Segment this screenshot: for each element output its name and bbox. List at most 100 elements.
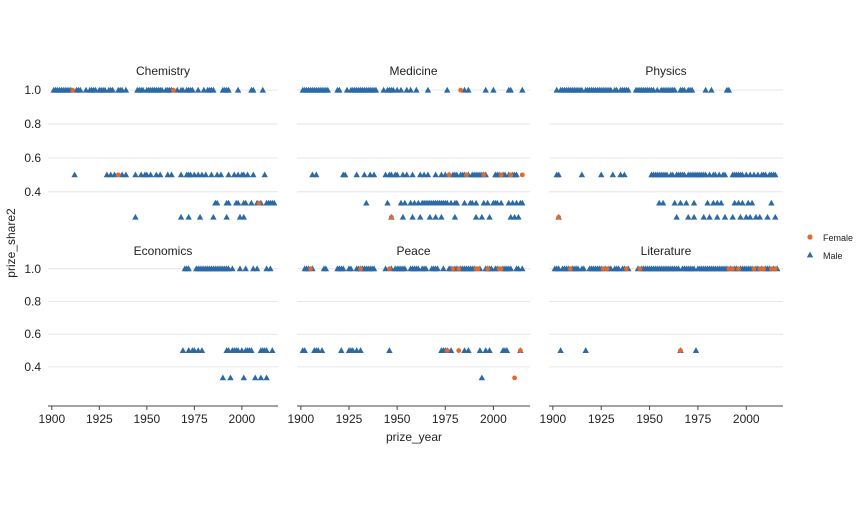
legend: Female Male (806, 233, 853, 261)
data-point-female (556, 214, 562, 220)
data-point-male (447, 347, 455, 353)
data-point-male (677, 199, 684, 206)
data-point-male (756, 213, 763, 220)
x-tick-label: 2000 (733, 412, 760, 426)
data-point-female (519, 172, 525, 178)
data-point-male (482, 86, 489, 93)
data-point-male (122, 86, 130, 93)
legend-label-male: Male (823, 251, 843, 261)
data-point-female (517, 348, 523, 353)
data-point-male (403, 171, 410, 178)
facet-panel-medicine: Medicine (297, 64, 530, 220)
data-point-male (370, 171, 378, 178)
x-tick-label: 1950 (133, 412, 160, 426)
data-point-male (357, 347, 364, 353)
data-point-male (386, 347, 393, 353)
data-point-male (417, 213, 424, 220)
data-point-male (443, 86, 451, 93)
data-point-female (456, 348, 462, 353)
facet-title: Peace (396, 244, 430, 258)
data-point-female (358, 266, 363, 272)
data-point-male (77, 86, 84, 93)
data-point-male (484, 199, 491, 206)
data-point-male (432, 171, 439, 178)
data-point-male (671, 86, 678, 93)
data-point-male (555, 171, 562, 178)
data-point-male (210, 86, 217, 93)
data-point-male (251, 374, 259, 381)
data-point-male (746, 213, 754, 220)
data-point-female (623, 266, 629, 272)
data-point-male (223, 213, 230, 220)
facet-title: Economics (134, 244, 193, 258)
data-point-male (503, 347, 511, 353)
data-point-female (498, 266, 504, 272)
data-point-male (236, 265, 244, 272)
y-tick-label: 0.6 (24, 327, 41, 341)
data-point-male (519, 265, 526, 272)
data-point-male (382, 265, 389, 272)
data-point-male (253, 265, 261, 272)
data-point-female (308, 266, 313, 272)
data-point-male (451, 213, 459, 220)
data-point-male (263, 374, 270, 381)
data-point-male (225, 171, 232, 178)
data-point-male (399, 213, 407, 220)
data-point-male (764, 213, 771, 220)
y-tick-label: 0.6 (24, 151, 41, 165)
data-point-female (512, 375, 517, 381)
data-point-female (772, 266, 778, 272)
data-point-male (673, 213, 680, 220)
data-point-female (388, 214, 394, 220)
data-point-male (625, 86, 632, 93)
data-point-male (372, 86, 380, 93)
data-point-male (721, 213, 729, 220)
data-point-male (270, 199, 278, 206)
data-point-male (702, 86, 709, 93)
data-point-female (456, 266, 462, 272)
x-tick-label: 2000 (229, 412, 256, 426)
x-axis-title: prize_year (386, 430, 442, 444)
data-point-male (409, 171, 416, 178)
data-point-male (242, 199, 249, 206)
data-point-female (567, 266, 573, 272)
y-tick-label: 1.0 (24, 262, 41, 276)
data-point-male (225, 86, 232, 93)
y-tick-label: 0.8 (24, 117, 41, 131)
data-point-male (353, 171, 360, 178)
data-point-male (465, 347, 472, 353)
data-point-male (683, 199, 690, 206)
data-point-male (301, 347, 308, 353)
data-point-male (259, 86, 266, 93)
data-point-male (122, 171, 130, 178)
x-tick-label: 1975 (685, 412, 712, 426)
data-point-male (257, 374, 265, 381)
y-tick-label: 0.8 (24, 295, 41, 309)
data-point-male (748, 199, 756, 206)
facet-panel-physics: Physics (549, 64, 783, 220)
data-point-male (202, 171, 209, 178)
data-point-male (706, 213, 713, 220)
y-tick-label: 1.0 (24, 83, 41, 97)
data-point-male (185, 265, 192, 272)
data-point-male (242, 265, 249, 272)
data-point-male (250, 171, 257, 178)
data-point-male (486, 347, 493, 353)
data-point-male (318, 347, 326, 353)
x-tick-label: 1900 (540, 412, 567, 426)
facet-panel-literature: Literature (549, 244, 783, 368)
data-point-female (450, 266, 456, 272)
data-point-male (739, 199, 746, 206)
data-point-male (692, 347, 700, 353)
data-point-female (115, 172, 121, 178)
data-point-male (147, 171, 154, 178)
data-point-male (340, 265, 347, 272)
data-point-male (313, 171, 320, 178)
data-point-female (387, 266, 392, 272)
data-point-female (751, 266, 757, 272)
data-point-male (472, 199, 480, 206)
data-point-male (250, 86, 257, 93)
data-point-female (637, 266, 643, 272)
data-point-male (156, 171, 164, 178)
facet-panel-peace: Peace (297, 244, 530, 381)
